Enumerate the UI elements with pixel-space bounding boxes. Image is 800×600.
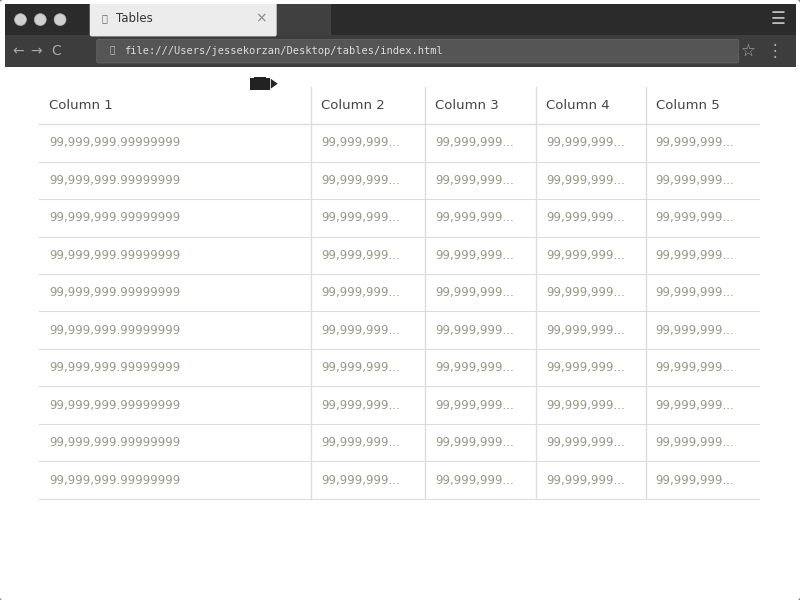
Text: 99,999,999...: 99,999,999... <box>435 361 514 374</box>
Text: ☰: ☰ <box>771 10 786 28</box>
Text: 99,999,999.99999999: 99,999,999.99999999 <box>49 286 181 299</box>
Text: ×: × <box>255 11 266 26</box>
Text: 📄: 📄 <box>102 14 107 23</box>
Text: 99,999,999.99999999: 99,999,999.99999999 <box>49 249 181 262</box>
Text: 99,999,999...: 99,999,999... <box>322 436 400 449</box>
Text: 99,999,999...: 99,999,999... <box>656 323 734 337</box>
Text: 99,999,999...: 99,999,999... <box>435 136 514 149</box>
Circle shape <box>34 14 46 26</box>
Text: 99,999,999...: 99,999,999... <box>322 136 400 149</box>
Text: ☆: ☆ <box>741 42 756 60</box>
Text: 99,999,999...: 99,999,999... <box>546 323 625 337</box>
Text: 99,999,999.99999999: 99,999,999.99999999 <box>49 398 181 412</box>
Circle shape <box>54 14 66 26</box>
Text: 99,999,999...: 99,999,999... <box>656 174 734 187</box>
Text: 99,999,999...: 99,999,999... <box>546 436 625 449</box>
Bar <box>250 78 270 89</box>
Text: 99,999,999...: 99,999,999... <box>435 398 514 412</box>
Text: Column 3: Column 3 <box>435 99 498 112</box>
Text: 99,999,999.99999999: 99,999,999.99999999 <box>49 361 181 374</box>
Text: ⋮: ⋮ <box>767 42 784 60</box>
Text: 99,999,999...: 99,999,999... <box>322 361 400 374</box>
Text: 99,999,999...: 99,999,999... <box>546 361 625 374</box>
Text: 99,999,999...: 99,999,999... <box>656 211 734 224</box>
Text: C: C <box>51 44 61 58</box>
Text: 99,999,999...: 99,999,999... <box>546 398 625 412</box>
Text: 99,999,999.99999999: 99,999,999.99999999 <box>49 211 181 224</box>
Bar <box>254 77 266 81</box>
Text: 99,999,999...: 99,999,999... <box>435 323 514 337</box>
FancyBboxPatch shape <box>0 0 800 41</box>
Circle shape <box>14 14 26 26</box>
FancyBboxPatch shape <box>90 1 277 37</box>
Text: Column 4: Column 4 <box>546 99 610 112</box>
Text: 99,999,999...: 99,999,999... <box>322 249 400 262</box>
Bar <box>5 35 796 67</box>
Text: 99,999,999.99999999: 99,999,999.99999999 <box>49 174 181 187</box>
Text: Column 2: Column 2 <box>322 99 385 112</box>
Text: 99,999,999...: 99,999,999... <box>656 398 734 412</box>
Text: 99,999,999.99999999: 99,999,999.99999999 <box>49 136 181 149</box>
Text: 99,999,999...: 99,999,999... <box>322 174 400 187</box>
Text: 99,999,999...: 99,999,999... <box>322 286 400 299</box>
Text: 99,999,999...: 99,999,999... <box>322 211 400 224</box>
Bar <box>92 19 274 34</box>
Text: 99,999,999...: 99,999,999... <box>322 473 400 487</box>
Text: 99,999,999...: 99,999,999... <box>435 249 514 262</box>
Bar <box>5 67 796 595</box>
Text: 99,999,999...: 99,999,999... <box>546 211 625 224</box>
Text: ←: ← <box>13 44 24 58</box>
Text: →: → <box>30 44 42 58</box>
Text: Column 5: Column 5 <box>656 99 719 112</box>
Text: 99,999,999...: 99,999,999... <box>435 174 514 187</box>
Text: Column 1: Column 1 <box>49 99 113 112</box>
Text: 99,999,999...: 99,999,999... <box>322 323 400 337</box>
FancyBboxPatch shape <box>97 40 738 63</box>
Text: 99,999,999...: 99,999,999... <box>435 473 514 487</box>
Text: 99,999,999.99999999: 99,999,999.99999999 <box>49 473 181 487</box>
Text: 99,999,999...: 99,999,999... <box>546 249 625 262</box>
Text: 99,999,999...: 99,999,999... <box>656 249 734 262</box>
Bar <box>5 20 796 35</box>
Text: file:///Users/jessekorzan/Desktop/tables/index.html: file:///Users/jessekorzan/Desktop/tables… <box>124 46 443 56</box>
Text: 99,999,999...: 99,999,999... <box>656 286 734 299</box>
Text: Tables: Tables <box>117 12 153 25</box>
Bar <box>277 4 331 35</box>
Text: 🔒: 🔒 <box>110 47 115 56</box>
Text: 99,999,999...: 99,999,999... <box>435 211 514 224</box>
Text: 99,999,999...: 99,999,999... <box>546 136 625 149</box>
Text: 99,999,999...: 99,999,999... <box>656 436 734 449</box>
Text: 99,999,999...: 99,999,999... <box>435 286 514 299</box>
Text: 99,999,999...: 99,999,999... <box>656 473 734 487</box>
Text: 99,999,999...: 99,999,999... <box>546 286 625 299</box>
Text: 99,999,999...: 99,999,999... <box>546 174 625 187</box>
Text: 99,999,999.99999999: 99,999,999.99999999 <box>49 436 181 449</box>
Text: 99,999,999...: 99,999,999... <box>656 136 734 149</box>
Text: 99,999,999.99999999: 99,999,999.99999999 <box>49 323 181 337</box>
Text: 99,999,999...: 99,999,999... <box>656 361 734 374</box>
Text: 99,999,999...: 99,999,999... <box>322 398 400 412</box>
Polygon shape <box>270 79 278 89</box>
Text: 99,999,999...: 99,999,999... <box>435 436 514 449</box>
Text: 99,999,999...: 99,999,999... <box>546 473 625 487</box>
